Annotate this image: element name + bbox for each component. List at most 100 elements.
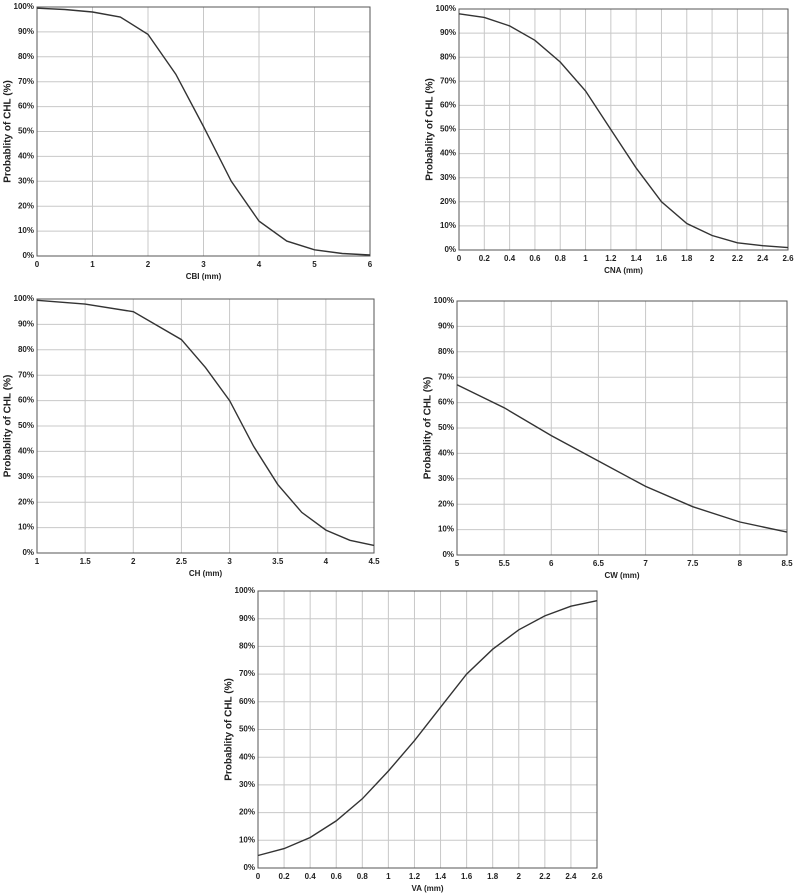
y-tick-label: 30% — [440, 173, 456, 182]
x-axis-title: CNA (mm) — [604, 266, 643, 275]
y-tick-label: 40% — [440, 149, 456, 158]
x-tick-label: 4 — [324, 557, 329, 566]
y-tick-label: 80% — [438, 347, 454, 356]
x-tick-label: 0.8 — [555, 254, 567, 263]
y-tick-label: 80% — [18, 52, 34, 61]
y-axis-title: Probablity of CHL (%) — [3, 80, 14, 183]
x-tick-label: 5 — [455, 559, 460, 568]
y-tick-label: 40% — [18, 447, 34, 456]
x-tick-label: 1 — [35, 557, 40, 566]
x-axis-title: CBI (mm) — [186, 272, 222, 281]
y-tick-label: 100% — [14, 2, 34, 11]
x-tick-label: 2.4 — [565, 872, 577, 881]
chart-panel: 0 0.2 0.4 0.6 0.8 1 1.2 1.4 1.6 1.8 2 2.2 2.4 2.6 0% 10… — [425, 4, 794, 275]
y-tick-label: 70% — [18, 77, 34, 86]
plot-frame — [36, 6, 371, 257]
chart-panel: 0 1 2 3 4 5 60%10%20%30%40%50%60%70%80%90%100%… — [3, 2, 373, 281]
y-tick-label: 30% — [18, 176, 34, 185]
y-tick-label: 20% — [18, 201, 34, 210]
plot-frame — [257, 590, 598, 869]
x-tick-label: 0.8 — [357, 872, 369, 881]
x-tick-label: 7.5 — [687, 559, 699, 568]
curve — [36, 299, 375, 547]
x-tick-label: 0.4 — [305, 872, 317, 881]
plot-frame — [36, 298, 375, 554]
y-tick-label: 100% — [434, 296, 454, 305]
y-axis-title: Probablity of CHL (%) — [224, 678, 235, 781]
y-tick-label: 90% — [18, 320, 34, 329]
x-tick-label: 2 — [146, 260, 151, 269]
y-tick-label: 70% — [438, 372, 454, 381]
x-axis-title: CH (mm) — [189, 569, 223, 578]
x-tick-label: 1.5 — [80, 557, 92, 566]
y-tick-label: 50% — [18, 421, 34, 430]
x-tick-label: 0 — [256, 872, 261, 881]
y-tick-label: 90% — [18, 27, 34, 36]
x-tick-label: 5 — [312, 260, 317, 269]
x-tick-label: 0.2 — [279, 872, 291, 881]
y-tick-label: 60% — [18, 396, 34, 405]
plot-frame — [456, 300, 788, 556]
x-tick-label: 6.5 — [593, 559, 605, 568]
y-tick-label: 90% — [440, 28, 456, 37]
x-tick-label: 2.2 — [732, 254, 744, 263]
y-tick-label: 50% — [239, 725, 255, 734]
y-tick-label: 70% — [18, 370, 34, 379]
x-tick-label: 0.6 — [529, 254, 541, 263]
y-tick-label: 60% — [239, 697, 255, 706]
x-tick-label: 0 — [457, 254, 462, 263]
y-tick-label: 60% — [18, 102, 34, 111]
x-axis-title: VA (mm) — [412, 884, 444, 893]
x-tick-label: 2.4 — [757, 254, 769, 263]
y-tick-label: 10% — [18, 226, 34, 235]
x-tick-label: 1.6 — [461, 872, 473, 881]
x-tick-label: 0 — [35, 260, 40, 269]
plot-frame — [458, 8, 789, 251]
y-axis-title: Probablity of CHL (%) — [423, 377, 434, 480]
y-tick-label: 0% — [444, 245, 456, 254]
x-tick-label: 1.4 — [435, 872, 447, 881]
x-tick-label: 1 — [583, 254, 588, 263]
x-tick-label: 1.2 — [409, 872, 421, 881]
x-tick-label: 1.4 — [631, 254, 643, 263]
x-tick-label: 2.6 — [591, 872, 603, 881]
y-tick-label: 50% — [438, 423, 454, 432]
y-tick-label: 70% — [440, 76, 456, 85]
x-axis-title: CW (mm) — [604, 571, 639, 580]
x-tick-label: 7 — [643, 559, 648, 568]
y-tick-label: 50% — [18, 127, 34, 136]
y-tick-label: 30% — [18, 472, 34, 481]
x-tick-label: 1.8 — [681, 254, 693, 263]
y-tick-label: 60% — [440, 101, 456, 110]
y-tick-label: 0% — [22, 548, 34, 557]
x-tick-label: 1 — [386, 872, 391, 881]
y-tick-label: 40% — [239, 752, 255, 761]
x-tick-label: 0.6 — [331, 872, 343, 881]
y-tick-label: 10% — [438, 525, 454, 534]
x-tick-label: 3 — [201, 260, 206, 269]
chart-panel: 5 5.5 6 6.5 7 7.5 8 8.5 0% 10% 20% 30% 40% 50% 60% 70% 8… — [423, 296, 793, 580]
x-tick-label: 5.5 — [499, 559, 511, 568]
y-axis-title: Probablity of CHL (%) — [425, 78, 436, 181]
y-tick-label: 20% — [438, 499, 454, 508]
y-tick-label: 20% — [239, 808, 255, 817]
y-tick-label: 30% — [438, 474, 454, 483]
x-tick-label: 3.5 — [272, 557, 284, 566]
x-tick-label: 3 — [227, 557, 232, 566]
y-axis-title: Probablity of CHL (%) — [3, 375, 14, 478]
y-tick-label: 20% — [18, 497, 34, 506]
x-tick-label: 2.5 — [176, 557, 188, 566]
x-tick-label: 6 — [368, 260, 373, 269]
x-tick-label: 2 — [710, 254, 715, 263]
x-tick-label: 2.2 — [539, 872, 551, 881]
y-tick-label: 30% — [239, 780, 255, 789]
x-tick-label: 2.6 — [782, 254, 794, 263]
y-tick-label: 90% — [438, 322, 454, 331]
x-tick-label: 1.8 — [487, 872, 499, 881]
x-tick-label: 0.2 — [479, 254, 491, 263]
y-tick-label: 50% — [440, 125, 456, 134]
x-tick-label: 8 — [738, 559, 743, 568]
y-tick-label: 20% — [440, 197, 456, 206]
x-tick-label: 8.5 — [781, 559, 793, 568]
